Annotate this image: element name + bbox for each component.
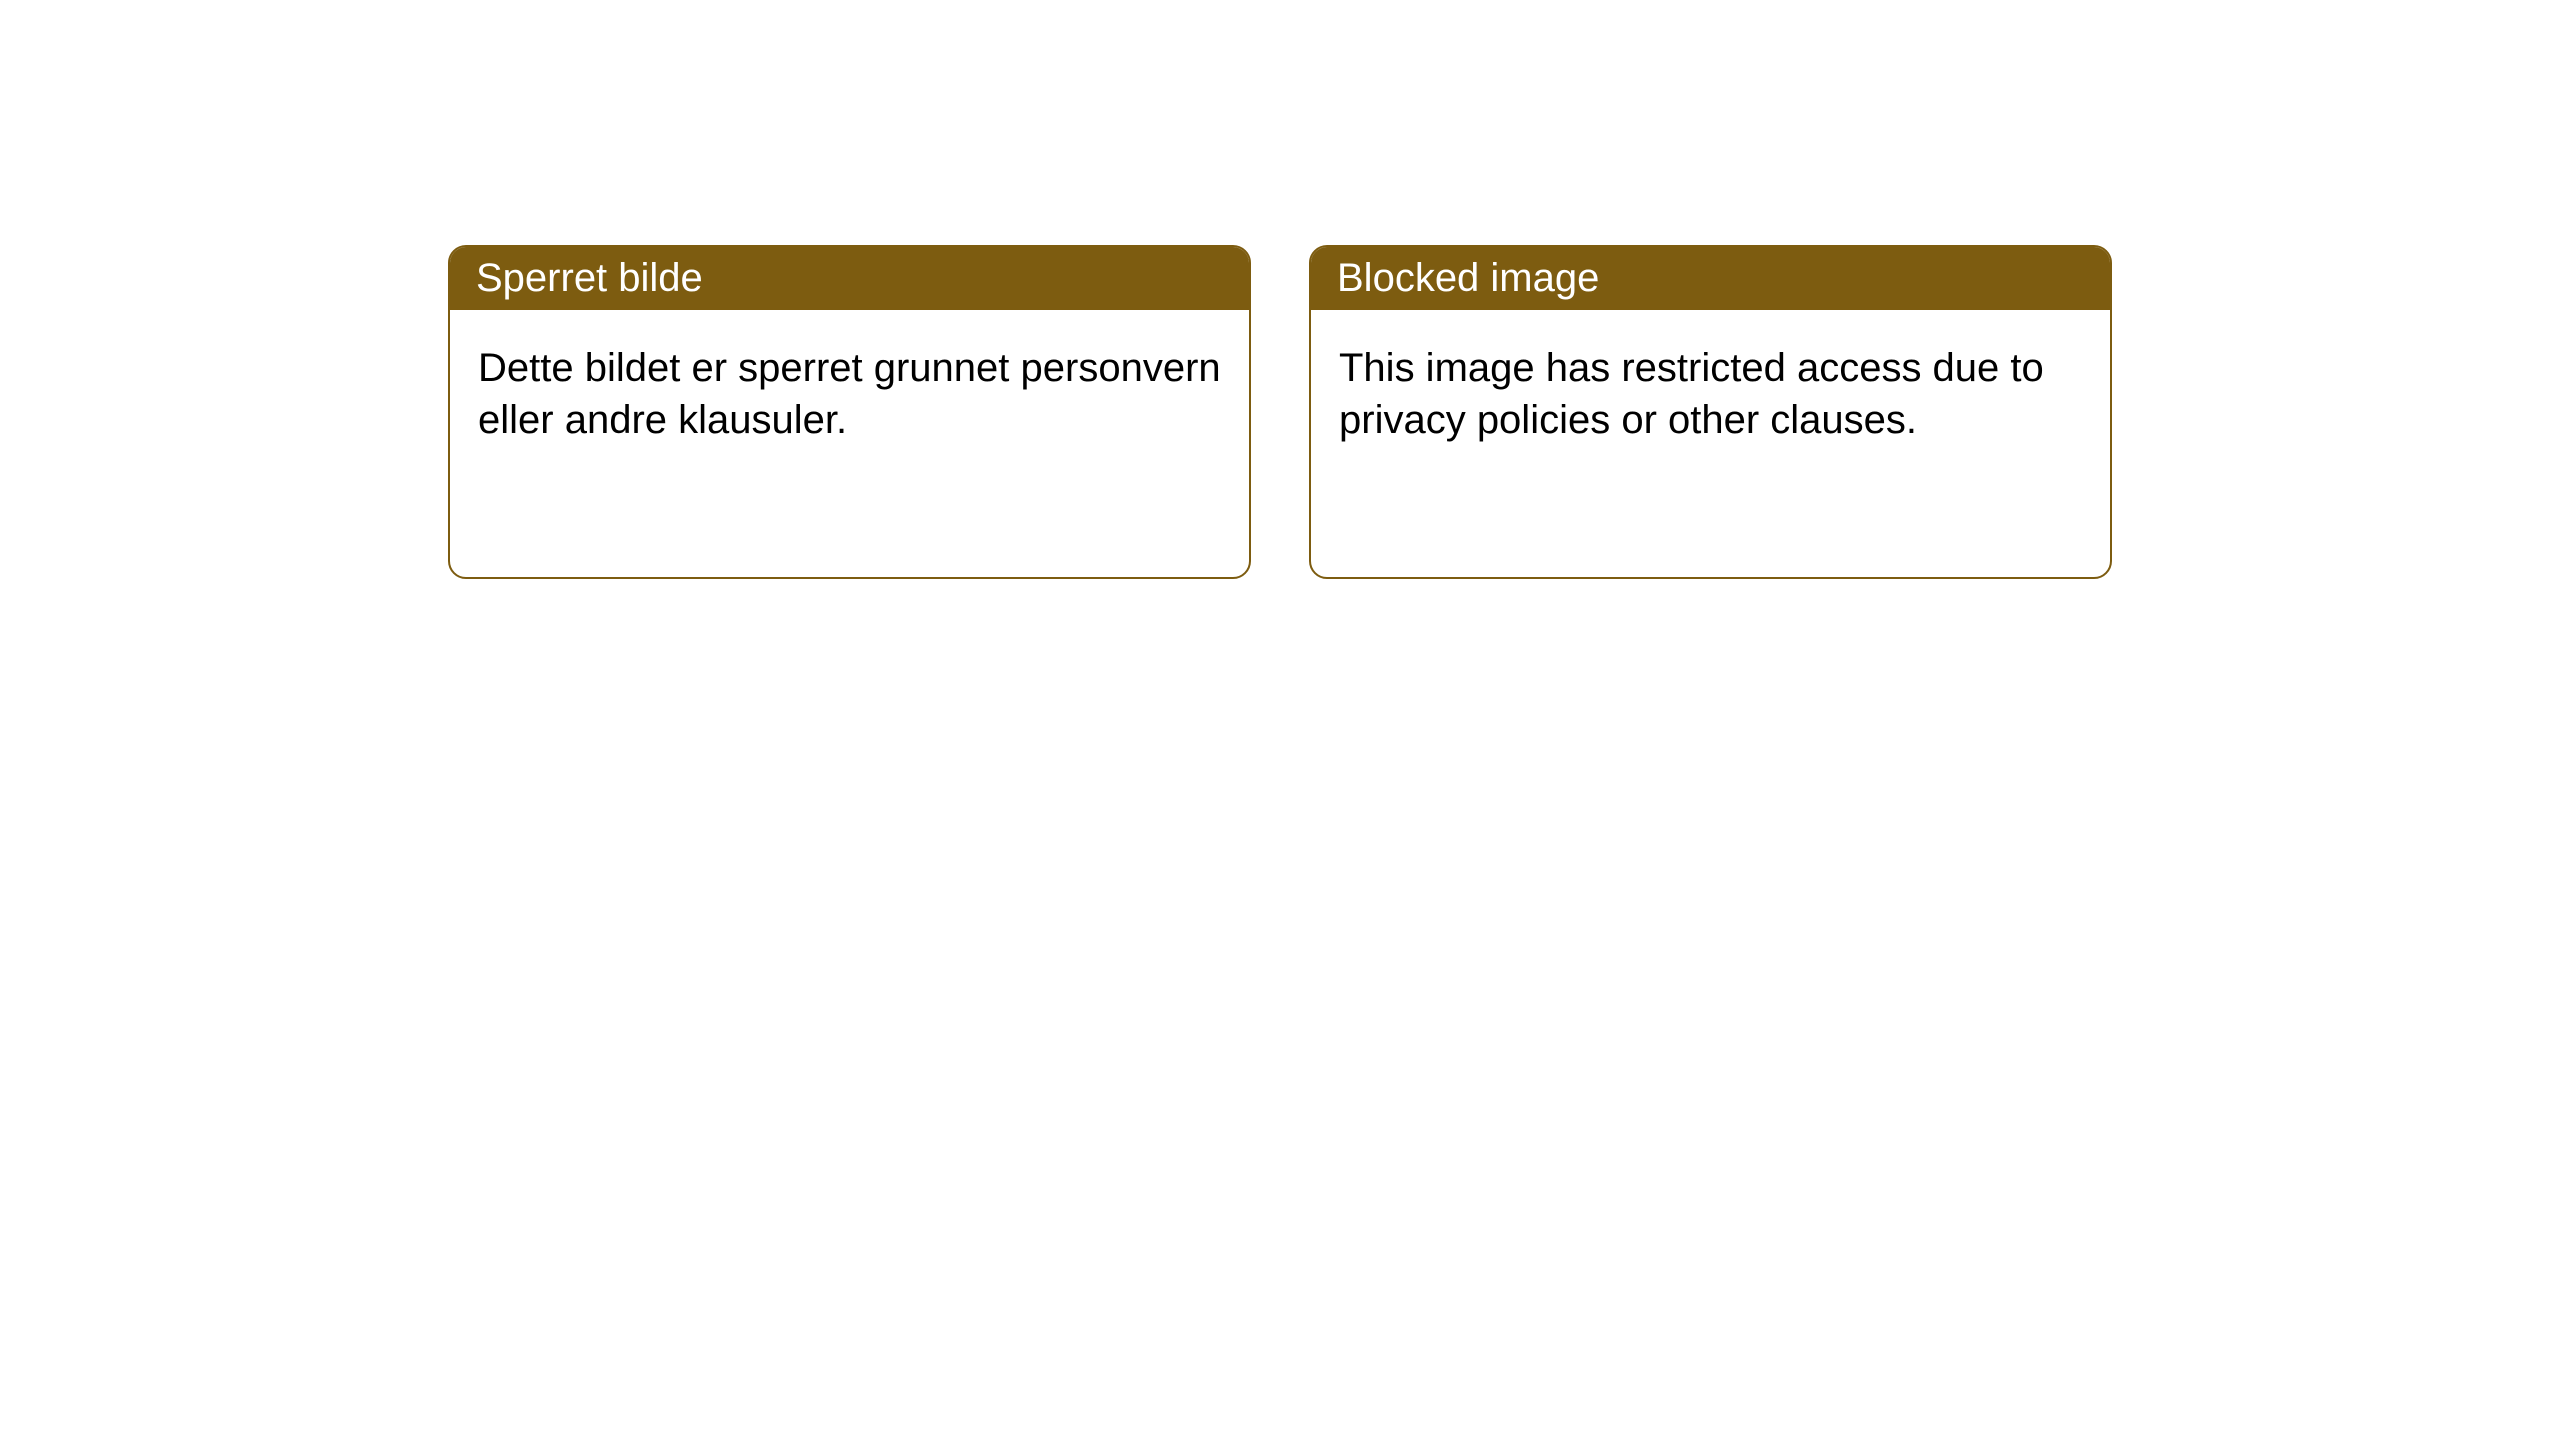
notice-card-english: Blocked image This image has restricted … xyxy=(1309,245,2112,579)
notice-cards-container: Sperret bilde Dette bildet er sperret gr… xyxy=(0,0,2560,579)
notice-card-body: This image has restricted access due to … xyxy=(1311,310,2110,478)
notice-card-header: Blocked image xyxy=(1311,247,2110,310)
notice-card-body: Dette bildet er sperret grunnet personve… xyxy=(450,310,1249,478)
notice-card-header: Sperret bilde xyxy=(450,247,1249,310)
notice-card-norwegian: Sperret bilde Dette bildet er sperret gr… xyxy=(448,245,1251,579)
